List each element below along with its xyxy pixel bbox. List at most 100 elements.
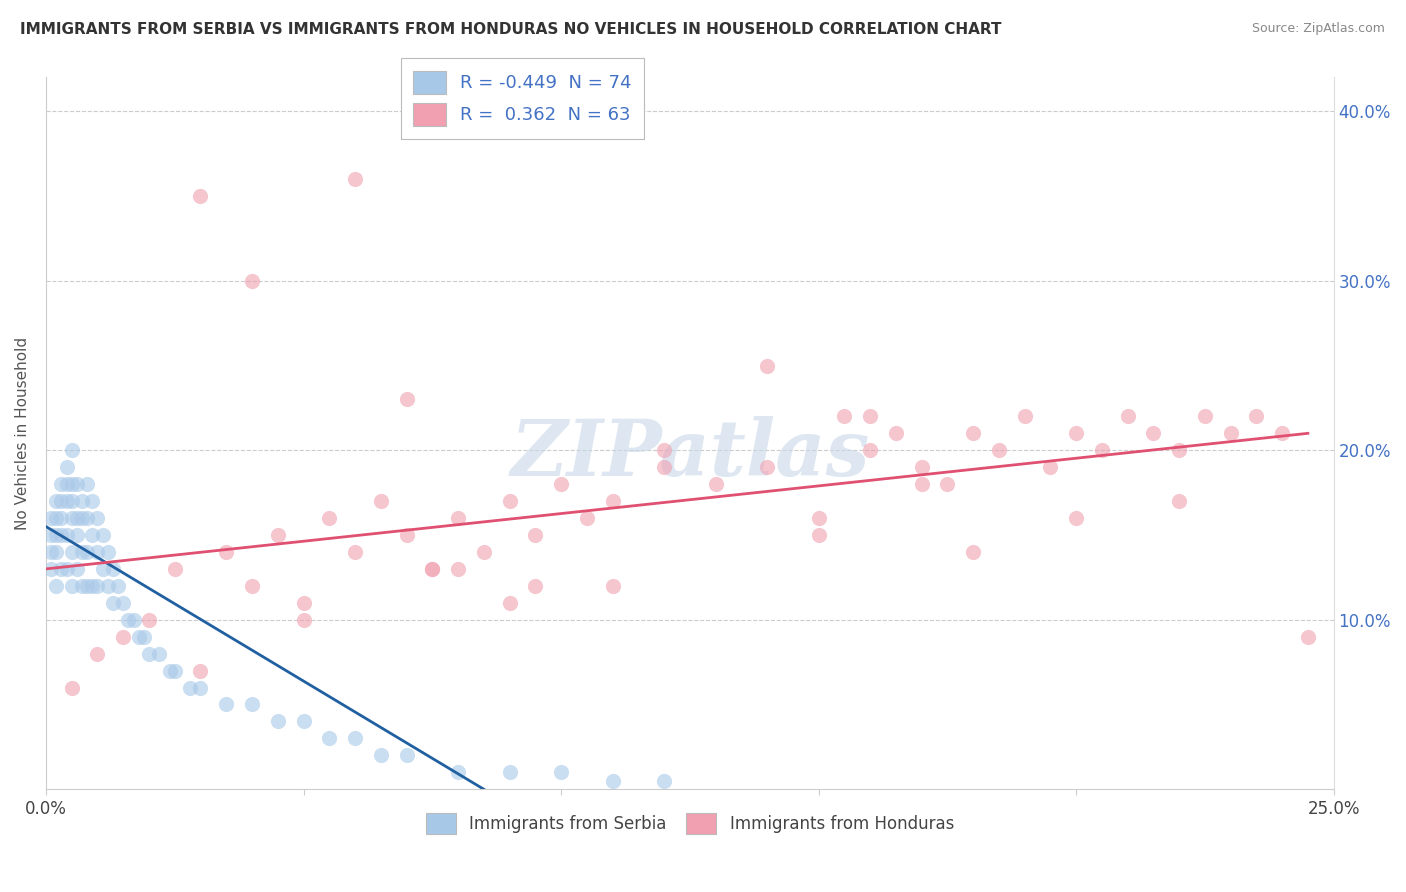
Point [117, 613, 139, 627]
Legend: Immigrants from Serbia, Immigrants from Honduras: Immigrants from Serbia, Immigrants from … [426, 813, 955, 834]
Point [962, 545, 984, 559]
Point [51, 511, 73, 525]
Point [45, 528, 67, 542]
Point [652, 460, 675, 475]
Point [60, 511, 83, 525]
Point [1014, 409, 1036, 424]
Point [652, 443, 675, 458]
Text: ZIPatlas: ZIPatlas [510, 417, 869, 493]
Point [39, 511, 62, 525]
Point [756, 359, 779, 373]
Point [575, 511, 598, 525]
Point [55, 562, 77, 576]
Point [45, 511, 67, 525]
Point [190, 664, 212, 678]
Point [39, 528, 62, 542]
Point [60, 681, 83, 695]
Point [128, 630, 150, 644]
Point [39, 545, 62, 559]
Point [292, 596, 315, 610]
Point [76, 579, 98, 593]
Point [51, 562, 73, 576]
Point [1064, 511, 1087, 525]
Point [1064, 426, 1087, 441]
Point [163, 664, 186, 678]
Point [524, 579, 547, 593]
Point [190, 681, 212, 695]
Point [240, 274, 263, 288]
Point [550, 765, 572, 780]
Point [1246, 409, 1268, 424]
Point [395, 528, 418, 542]
Text: IMMIGRANTS FROM SERBIA VS IMMIGRANTS FROM HONDURAS NO VEHICLES IN HOUSEHOLD CORR: IMMIGRANTS FROM SERBIA VS IMMIGRANTS FRO… [20, 22, 1001, 37]
Point [395, 392, 418, 407]
Point [82, 528, 104, 542]
Point [82, 494, 104, 508]
Point [91, 562, 114, 576]
Point [86, 545, 108, 559]
Point [148, 647, 170, 661]
Point [498, 596, 520, 610]
Point [215, 545, 238, 559]
Point [107, 579, 129, 593]
Point [101, 596, 124, 610]
Point [66, 511, 89, 525]
Point [60, 443, 83, 458]
Point [66, 562, 89, 576]
Point [51, 477, 73, 491]
Point [370, 748, 392, 763]
Text: Source: ZipAtlas.com: Source: ZipAtlas.com [1251, 22, 1385, 36]
Point [240, 698, 263, 712]
Point [318, 511, 340, 525]
Point [859, 443, 882, 458]
Point [884, 426, 907, 441]
Point [76, 477, 98, 491]
Point [652, 773, 675, 788]
Point [447, 562, 470, 576]
Point [55, 477, 77, 491]
Point [1142, 426, 1164, 441]
Point [70, 579, 93, 593]
Point [370, 494, 392, 508]
Point [163, 562, 186, 576]
Point [807, 528, 830, 542]
Point [472, 545, 495, 559]
Point [318, 731, 340, 746]
Point [1296, 630, 1319, 644]
Point [66, 477, 89, 491]
Point [159, 664, 181, 678]
Point [91, 528, 114, 542]
Point [498, 494, 520, 508]
Point [86, 647, 108, 661]
Point [447, 765, 470, 780]
Point [524, 528, 547, 542]
Point [190, 189, 212, 203]
Point [910, 460, 932, 475]
Point [45, 494, 67, 508]
Point [343, 545, 366, 559]
Point [70, 545, 93, 559]
Point [39, 562, 62, 576]
Point [1168, 494, 1191, 508]
Point [60, 579, 83, 593]
Point [112, 596, 135, 610]
Point [447, 511, 470, 525]
Point [51, 528, 73, 542]
Point [112, 630, 135, 644]
Point [602, 494, 624, 508]
Point [987, 443, 1010, 458]
Point [51, 494, 73, 508]
Point [550, 477, 572, 491]
Point [420, 562, 443, 576]
Point [756, 460, 779, 475]
Point [76, 545, 98, 559]
Point [395, 748, 418, 763]
Point [807, 511, 830, 525]
Point [1091, 443, 1114, 458]
Point [76, 511, 98, 525]
Point [267, 714, 290, 729]
Point [45, 545, 67, 559]
Point [138, 613, 160, 627]
Point [292, 714, 315, 729]
Point [45, 579, 67, 593]
